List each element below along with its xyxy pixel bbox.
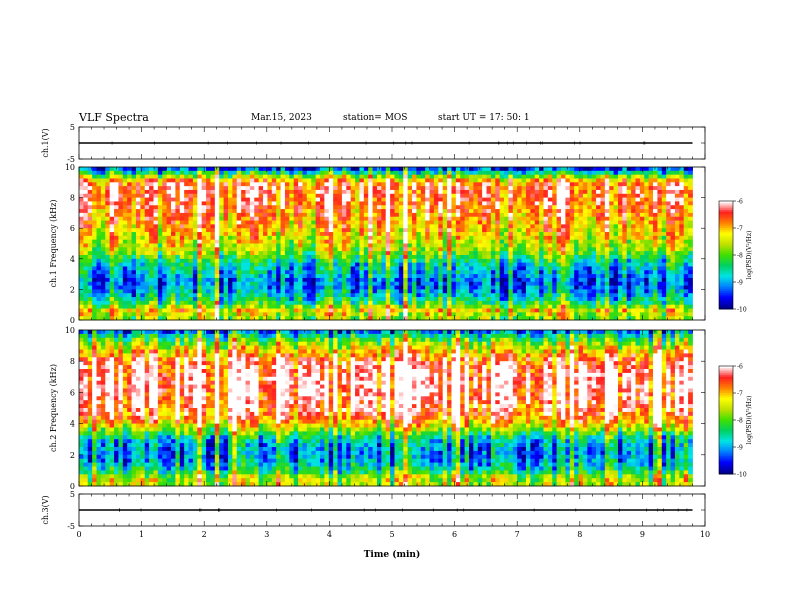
colorbar-tick-label--7: -7 — [737, 226, 743, 233]
figure-title: VLF Spectra — [79, 111, 149, 124]
x-tick-label-0: 0 — [76, 530, 81, 539]
ch2-spectrogram-spectrogram-image — [79, 330, 693, 487]
ch3-waveform-ylabel: ch.3(V) — [41, 495, 50, 524]
colorbar-tick-label--9: -9 — [737, 445, 743, 452]
y-tick-label-8: 8 — [70, 194, 75, 203]
y-tick-label-6: 6 — [70, 224, 75, 233]
ch1-waveform-ylabel: ch.1(V) — [41, 128, 50, 157]
ch1-spectrogram-colorbar — [719, 201, 733, 310]
y-tick-label-5: 5 — [70, 490, 75, 499]
y-tick-label-6: 6 — [70, 388, 75, 397]
colorbar-tick-label--9: -9 — [737, 280, 743, 287]
ch1-spectrogram-ylabel: ch.1 Frequency (kHz) — [49, 200, 58, 288]
colorbar-tick-label--8: -8 — [737, 418, 743, 425]
y-tick-label-10: 10 — [65, 163, 75, 172]
y-tick-label-2: 2 — [70, 451, 75, 460]
y-tick-label-0: 0 — [70, 482, 75, 491]
colorbar-tick-label--7: -7 — [737, 391, 743, 398]
x-tick-label-3: 3 — [264, 530, 269, 539]
ch1-spectrogram-spectrogram-image — [79, 167, 693, 321]
colorbar-tick-label--6: -6 — [737, 364, 743, 371]
y-tick-label-5: 5 — [70, 123, 75, 132]
ch2-spectrogram-colorbar — [719, 366, 733, 475]
x-tick-label-6: 6 — [452, 530, 457, 539]
x-tick-label-9: 9 — [640, 530, 645, 539]
colorbar-tick-label--10: -10 — [737, 307, 747, 314]
x-tick-label-4: 4 — [327, 530, 332, 539]
x-tick-label-7: 7 — [515, 530, 520, 539]
y-tick-label--5: -5 — [67, 522, 75, 531]
y-tick-label--5: -5 — [67, 155, 75, 164]
start-time-label: start UT = 17: 50: 1 — [438, 113, 530, 123]
ch2-spectrogram-ylabel: ch.2 Frequency (kHz) — [49, 364, 58, 452]
y-tick-label-4: 4 — [70, 420, 75, 429]
date-label: Mar.15, 2023 — [251, 113, 312, 123]
colorbar-tick-label--6: -6 — [737, 199, 743, 206]
y-tick-label-4: 4 — [70, 255, 75, 264]
colorbar-tick-label--10: -10 — [737, 472, 747, 479]
y-tick-label-8: 8 — [70, 357, 75, 366]
x-axis-label: Time (min) — [364, 549, 421, 560]
x-tick-label-2: 2 — [202, 530, 207, 539]
colorbar-tick-label--8: -8 — [737, 253, 743, 260]
station-label: station= MOS — [343, 113, 408, 123]
y-tick-label-0: 0 — [70, 316, 75, 325]
x-tick-label-1: 1 — [139, 530, 144, 539]
colorbar-label: log(PSD)(V²/Hz) — [746, 231, 753, 280]
y-tick-label-10: 10 — [65, 326, 75, 335]
x-tick-label-10: 10 — [700, 530, 710, 539]
colorbar-label: log(PSD)(V²/Hz) — [746, 396, 753, 445]
x-tick-label-8: 8 — [577, 530, 582, 539]
x-tick-label-5: 5 — [389, 530, 394, 539]
y-tick-label-2: 2 — [70, 285, 75, 294]
